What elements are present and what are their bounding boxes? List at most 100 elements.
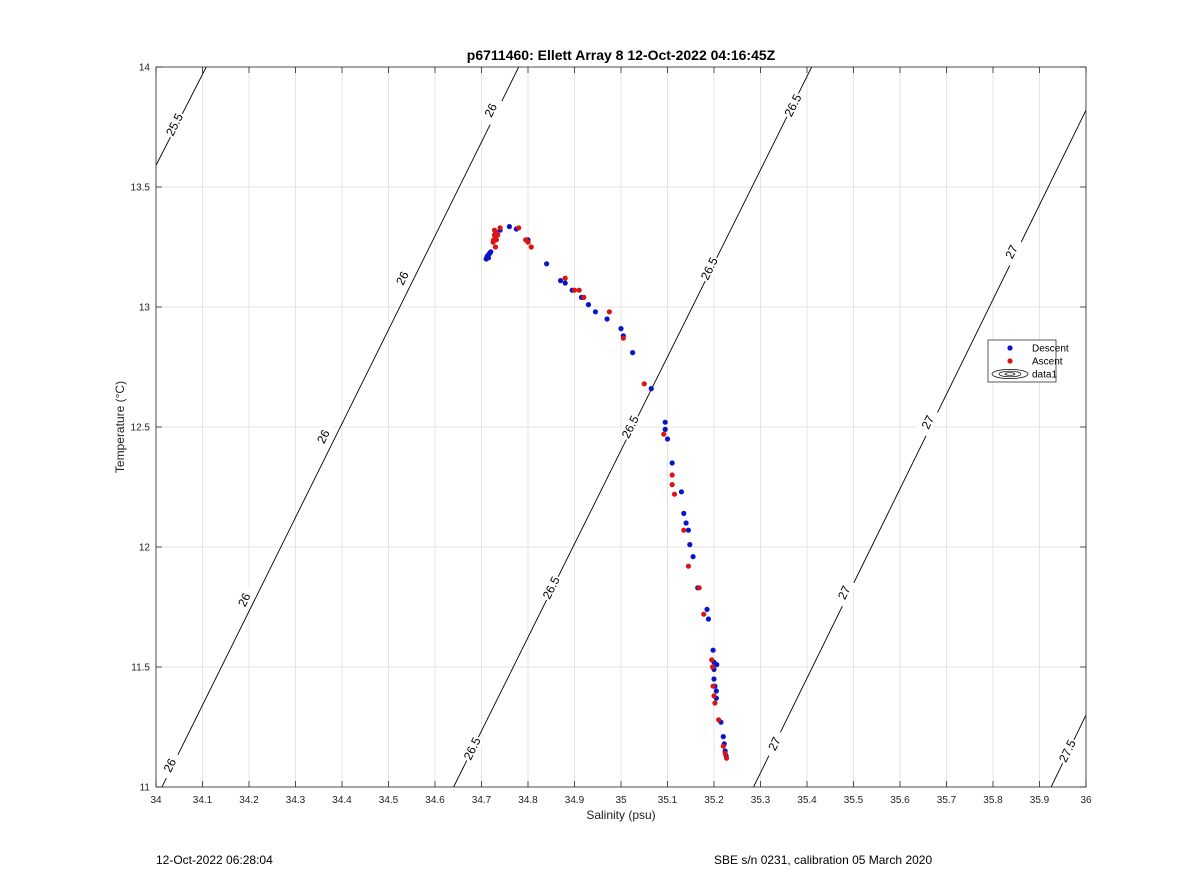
descent-point <box>705 616 712 622</box>
y-axis-ticks: 11 11.5 12 12.5 13 13.5 14 <box>131 63 1086 794</box>
ascent-point <box>516 225 522 231</box>
descent-point <box>669 460 675 466</box>
data-points <box>483 224 730 761</box>
y-tick-label: 11 <box>140 783 151 794</box>
ascent-point <box>661 431 667 437</box>
contour-label: 26 <box>161 756 180 774</box>
ascent-point <box>606 309 612 315</box>
x-tick-label: 34.4 <box>332 795 352 806</box>
descent-point <box>618 326 624 332</box>
ascent-point <box>696 585 702 591</box>
ascent-point <box>681 527 687 533</box>
descent-point <box>687 542 693 548</box>
descent-point <box>544 261 550 267</box>
descent-point <box>662 426 668 432</box>
contour-label: 27 <box>835 583 854 601</box>
descent-point <box>678 489 685 495</box>
x-tick-label: 35 <box>615 795 627 806</box>
ascent-point <box>723 755 730 761</box>
x-tick-label: 35.3 <box>751 795 771 806</box>
contour-label: 26 <box>393 269 412 287</box>
descent-point <box>683 520 689 526</box>
ascent-point <box>669 482 675 488</box>
x-tick-label: 35.6 <box>890 795 910 806</box>
x-axis-ticks: 34 34.1 34.2 34.3 34.4 34.5 34.6 34.7 34.8 34.9 35… <box>150 67 1092 806</box>
x-tick-label: 35.8 <box>983 795 1003 806</box>
legend-ascent-marker <box>1007 358 1013 364</box>
descent-point <box>604 316 610 322</box>
descent-point <box>685 527 692 533</box>
descent-point <box>720 734 726 740</box>
y-tick-label: 13 <box>139 303 151 314</box>
descent-point <box>506 224 512 230</box>
contour-label-bg <box>832 577 857 608</box>
x-tick-label: 34.5 <box>379 795 399 806</box>
contour-line <box>161 67 520 787</box>
ascent-point <box>716 717 722 723</box>
x-tick-label: 34.1 <box>193 795 213 806</box>
descent-point <box>557 278 564 284</box>
contour-label-bg <box>311 421 336 452</box>
descent-point <box>710 647 716 653</box>
contour-label: 27 <box>1002 242 1021 260</box>
x-tick-label: 35.2 <box>704 795 724 806</box>
contour-label: 26 <box>482 101 501 119</box>
x-tick-label: 35.7 <box>937 795 957 806</box>
y-tick-label: 14 <box>139 63 151 74</box>
descent-point <box>485 255 492 261</box>
contour-label-bg <box>157 750 182 781</box>
legend-data1-label: data1 <box>1032 370 1057 381</box>
legend-descent-label: Descent <box>1032 344 1069 355</box>
descent-point <box>681 510 687 516</box>
ascent-point <box>576 287 582 293</box>
descent-point <box>662 419 668 425</box>
x-tick-label: 35.9 <box>1030 795 1050 806</box>
ascent-point <box>701 611 707 617</box>
ascent-point <box>525 239 531 245</box>
descent-point <box>711 676 717 682</box>
descent-point <box>690 554 696 560</box>
grid-lines <box>155 66 1087 788</box>
contour-label-bg <box>999 237 1024 267</box>
ascent-point <box>722 750 728 757</box>
x-tick-label: 34.7 <box>472 795 492 806</box>
x-tick-label: 35.1 <box>658 795 678 806</box>
x-tick-label: 35.5 <box>844 795 864 806</box>
ascent-point <box>571 287 578 293</box>
ascent-point <box>711 693 717 699</box>
x-tick-label: 34.6 <box>425 795 445 806</box>
chart-title: p6711460: Ellett Array 8 12-Oct-2022 04:… <box>467 47 776 63</box>
legend-descent-marker <box>1007 345 1013 351</box>
contour-label-bg <box>1055 736 1080 766</box>
ascent-point <box>620 335 626 341</box>
contour-label-bg <box>762 729 787 759</box>
ascent-point <box>491 227 498 233</box>
ascent-point <box>709 657 715 663</box>
density-contour-labels: 25.5262626262626.526.526.526.526.5272727… <box>157 90 1080 781</box>
contour-label-bg <box>618 412 643 442</box>
x-tick-label: 34.2 <box>239 795 259 806</box>
x-axis-label: Salinity (psu) <box>586 808 655 822</box>
ascent-point <box>671 491 678 497</box>
legend-data1-marker <box>991 369 1029 379</box>
ascent-point <box>641 381 647 387</box>
ascent-point <box>710 683 716 689</box>
x-tick-label: 34.3 <box>286 795 306 806</box>
ascent-point <box>497 225 503 231</box>
contour-label-bg <box>780 90 806 121</box>
descent-point <box>664 436 671 442</box>
y-axis-label: Temperature (°C) <box>113 381 127 473</box>
contour-label-bg <box>915 407 940 437</box>
descent-point <box>630 350 636 356</box>
y-tick-label: 13.5 <box>131 183 151 194</box>
ascent-point <box>493 237 499 243</box>
x-tick-label: 36 <box>1080 795 1092 806</box>
ascent-point <box>495 232 501 238</box>
contour-label-bg <box>478 95 503 125</box>
ascent-point <box>669 472 675 478</box>
ascent-point <box>528 244 534 250</box>
contour-label: 27 <box>765 734 784 752</box>
ascent-point <box>562 275 568 281</box>
descent-point <box>704 606 710 613</box>
